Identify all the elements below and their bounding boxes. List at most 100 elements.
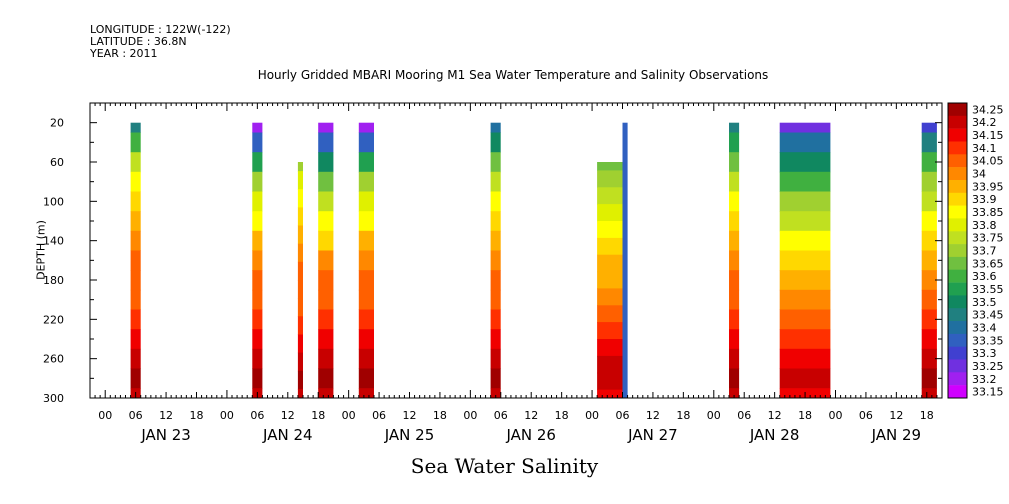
salinity-cell — [779, 329, 831, 350]
colorbar-label: 33.45 — [972, 309, 1004, 322]
salinity-cell — [729, 270, 740, 291]
x-tick-label: 06 — [250, 409, 264, 422]
observation-segment — [597, 162, 623, 399]
salinity-cell — [779, 230, 831, 251]
colorbar-label: 33.2 — [972, 373, 997, 386]
salinity-cell — [318, 132, 334, 153]
salinity-cell — [597, 162, 623, 171]
salinity-cell — [130, 132, 141, 153]
salinity-cell — [358, 122, 374, 133]
x-tick-label: 00 — [98, 409, 112, 422]
salinity-cell — [130, 230, 141, 251]
colorbar-swatch — [948, 115, 967, 129]
salinity-cell — [597, 204, 623, 222]
salinity-cell — [779, 191, 831, 212]
salinity-cell — [318, 270, 334, 291]
x-tick-label: 18 — [798, 409, 812, 422]
salinity-cell — [318, 152, 334, 173]
x-tick-label: 12 — [768, 409, 782, 422]
salinity-cell — [130, 329, 141, 350]
salinity-cell — [318, 388, 334, 399]
salinity-cell — [597, 187, 623, 205]
salinity-cell — [729, 348, 740, 369]
x-day-label: JAN 23 — [140, 426, 191, 444]
observation-segment — [921, 122, 937, 399]
colorbar-label: 33.7 — [972, 245, 997, 258]
salinity-cell — [318, 211, 334, 232]
colorbar-swatch — [948, 167, 967, 181]
salinity-cell — [297, 225, 303, 245]
salinity-cell — [358, 270, 374, 291]
colorbar-label: 33.85 — [972, 206, 1004, 219]
salinity-cell — [921, 388, 937, 399]
y-tick-label: 300 — [43, 392, 64, 405]
salinity-cell — [779, 211, 831, 232]
observation-segment — [130, 122, 141, 399]
colorbar-swatch — [948, 218, 967, 232]
salinity-cell — [358, 250, 374, 271]
salinity-cell — [318, 368, 334, 389]
salinity-cell — [921, 289, 937, 310]
x-tick-label: 12 — [403, 409, 417, 422]
salinity-cell — [318, 191, 334, 212]
salinity-cell — [597, 355, 623, 374]
x-tick-label: 12 — [889, 409, 903, 422]
colorbar-label: 33.25 — [972, 360, 1004, 373]
salinity-cell — [358, 289, 374, 310]
salinity-cell — [297, 370, 303, 390]
salinity-cell — [921, 368, 937, 389]
observation-segments — [130, 122, 937, 399]
colorbar-swatch — [948, 154, 967, 168]
colorbar-label: 34.05 — [972, 155, 1004, 168]
colorbar-swatch — [948, 103, 967, 117]
salinity-cell — [490, 211, 501, 232]
observation-segment — [297, 162, 303, 399]
x-day-label: JAN 24 — [262, 426, 313, 444]
salinity-cell — [252, 122, 263, 133]
salinity-cell — [252, 152, 263, 173]
x-tick-label: 12 — [524, 409, 538, 422]
salinity-cell — [297, 316, 303, 335]
salinity-cell — [921, 329, 937, 350]
x-tick-label: 18 — [676, 409, 690, 422]
colorbar-swatch — [948, 346, 967, 360]
colorbar-frame — [947, 102, 968, 399]
x-day-label: JAN 29 — [871, 426, 922, 444]
colorbar-label: 33.5 — [972, 296, 997, 309]
x-tick-label: 18 — [311, 409, 325, 422]
x-tick-label: 18 — [190, 409, 204, 422]
salinity-cell — [318, 289, 334, 310]
salinity-cell — [318, 122, 334, 133]
observation-segment — [729, 122, 740, 399]
x-day-label: JAN 28 — [749, 426, 800, 444]
x-tick-label: 06 — [494, 409, 508, 422]
salinity-cell — [921, 171, 937, 192]
colorbar-label: 33.8 — [972, 219, 997, 232]
salinity-cell — [779, 368, 831, 389]
salinity-cell — [921, 211, 937, 232]
x-tick-label: 00 — [342, 409, 356, 422]
salinity-cell — [779, 270, 831, 291]
salinity-cell — [779, 122, 831, 133]
salinity-cell — [358, 152, 374, 173]
salinity-cell — [297, 243, 303, 263]
salinity-cell — [729, 250, 740, 271]
colorbar-swatch — [948, 244, 967, 258]
x-tick-label: 00 — [585, 409, 599, 422]
salinity-cell — [921, 122, 937, 133]
salinity-cell — [297, 352, 303, 372]
x-tick-label: 06 — [859, 409, 873, 422]
colorbar-swatch — [948, 205, 967, 219]
colorbar-label: 34 — [972, 168, 986, 181]
salinity-cell — [729, 122, 740, 133]
salinity-cell — [252, 309, 263, 330]
salinity-cell — [252, 329, 263, 350]
colorbar-label: 33.65 — [972, 257, 1004, 270]
observation-segment — [622, 122, 628, 399]
salinity-cell — [130, 211, 141, 232]
colorbar-swatch — [948, 385, 967, 399]
salinity-cell — [779, 309, 831, 330]
salinity-cell — [729, 289, 740, 310]
x-tick-label: 06 — [616, 409, 630, 422]
